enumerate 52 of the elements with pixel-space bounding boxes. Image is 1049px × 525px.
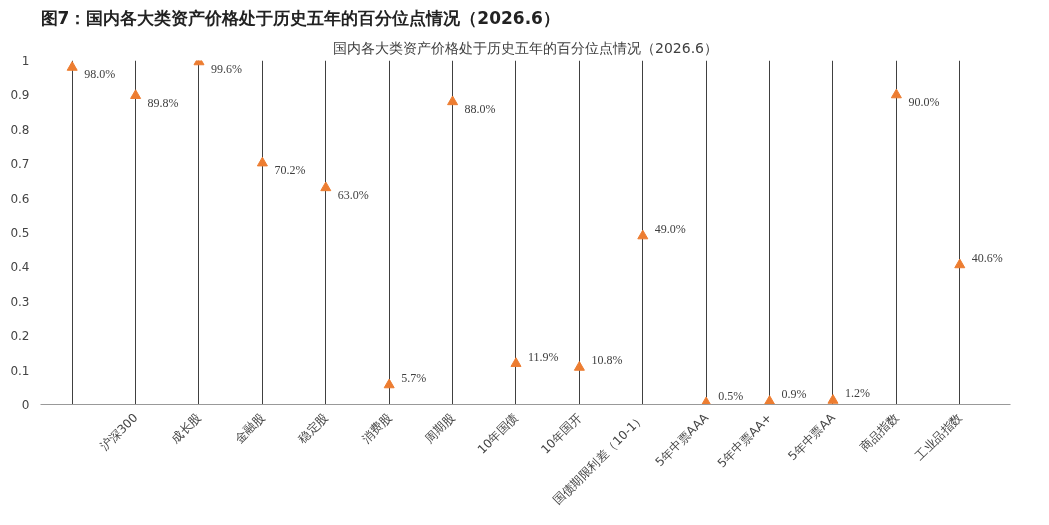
data-label: 63.0% [337,187,369,202]
point [827,394,839,404]
y-tick-label: 0.9 [10,88,30,103]
chart-subtitle: 国内各大类资产价格处于历史五年的百分位点情况（2026.6） [333,39,719,56]
x-tick-label: 商品指数 [857,410,902,455]
y-tick-label: 0.3 [10,294,30,309]
point [66,61,78,71]
data-label: 98.0% [84,67,116,82]
point [954,258,966,269]
point [383,378,395,389]
data-label: 70.2% [274,163,306,178]
data-label: 89.8% [147,95,179,110]
point [320,181,332,192]
y-tick-label: 0.1 [10,363,30,378]
x-tick-label: 周期股 [422,410,458,446]
data-label: 99.6% [211,61,242,76]
x-tick-label: 工业品指数 [912,410,965,463]
x-tick-label: 5年中票AA [785,409,839,464]
data-label: 11.9% [527,349,559,364]
data-label: 0.5% [718,388,744,403]
y-tick-label: 1 [21,54,30,68]
point [447,95,459,106]
y-tick-label: 0 [21,398,30,412]
y-tick-label: 0.2 [10,329,30,344]
y-tick-label: 0.8 [10,122,30,137]
chart-title: 图7：国内各大类资产价格处于历史五年的百分位点情况（2026.6） [40,7,560,28]
point [637,229,649,240]
y-tick-label: 0.6 [10,191,30,206]
y-tick-label: 0.5 [10,226,30,240]
data-label: 40.6% [971,250,1003,265]
point [573,361,585,371]
data-label: 88.0% [464,101,496,116]
data-label: 0.9% [781,387,807,402]
x-tick-label: 成长股 [168,410,204,446]
point [510,357,522,367]
data-label: 90.0% [908,94,940,109]
point [256,156,268,167]
x-tick-label: 沪深300 [97,410,141,454]
point [130,89,142,99]
data-label: 1.2% [844,386,870,401]
y-tick-label: 0.7 [10,157,30,172]
data-label: 49.0% [654,221,686,236]
point [890,88,902,99]
data-label: 5.7% [401,370,427,385]
y-tick-label: 0.4 [10,260,30,275]
data-label: 10.8% [591,353,623,368]
x-tick-label: 金融股 [231,410,268,446]
x-tick-label: 消费股 [358,410,395,446]
x-tick-label: 稳定股 [295,410,331,446]
point [764,395,776,405]
x-tick-label: 10年国开 [538,410,585,457]
x-tick-label: 10年国债 [474,410,521,457]
